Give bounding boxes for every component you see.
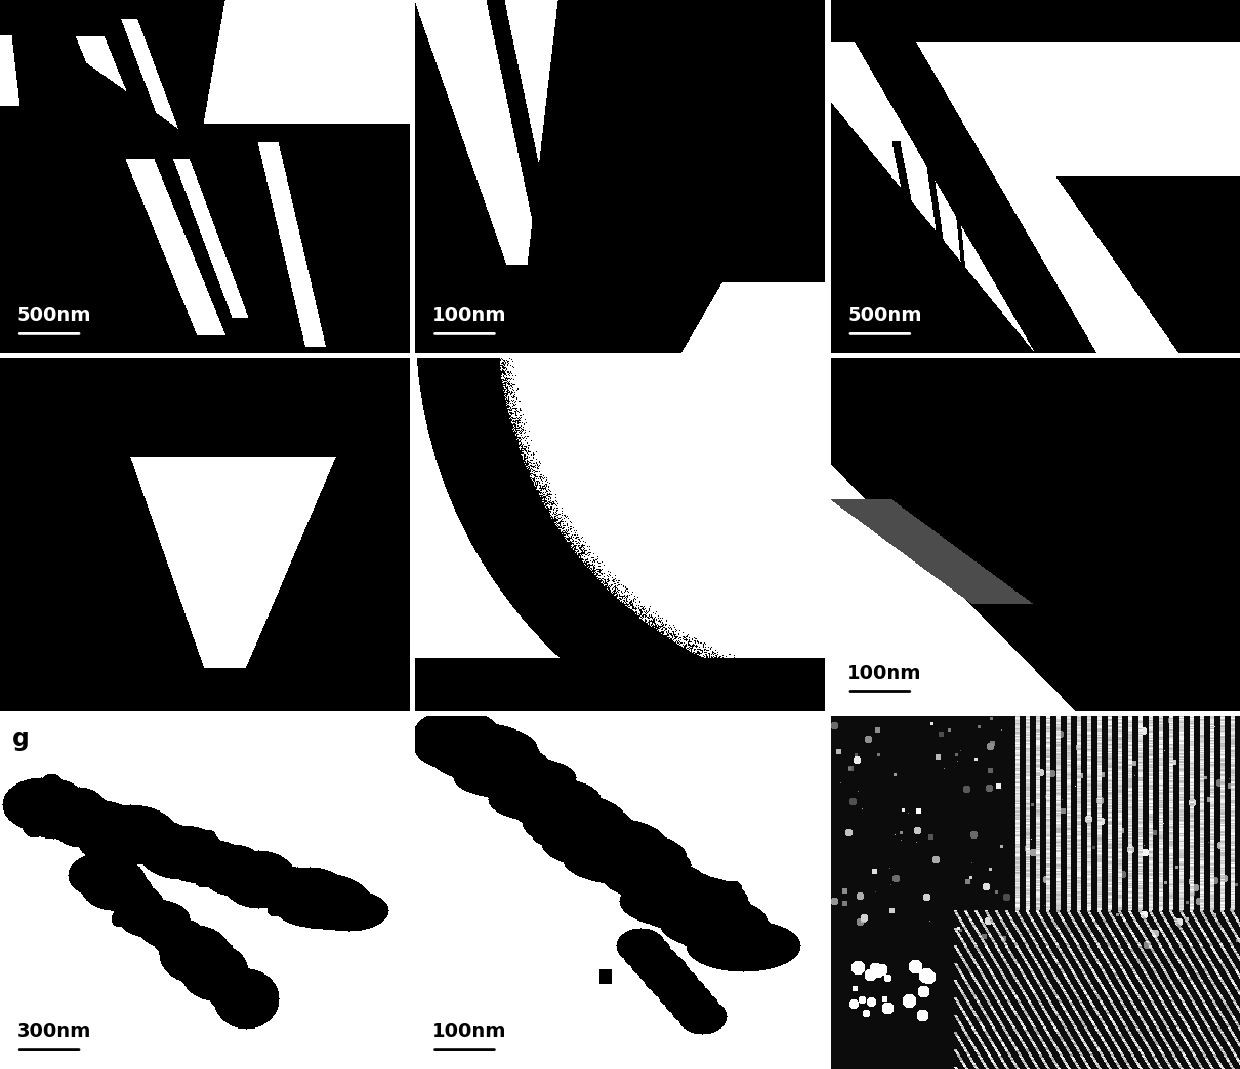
Text: 100nm: 100nm: [847, 664, 921, 683]
Text: g: g: [12, 727, 30, 750]
Text: 100nm: 100nm: [432, 306, 506, 325]
Text: 500nm: 500nm: [16, 306, 91, 325]
Text: h: h: [428, 727, 445, 750]
Text: 300nm: 300nm: [16, 1022, 91, 1041]
Text: 500nm: 500nm: [847, 306, 921, 325]
Text: 100nm: 100nm: [432, 1022, 506, 1041]
